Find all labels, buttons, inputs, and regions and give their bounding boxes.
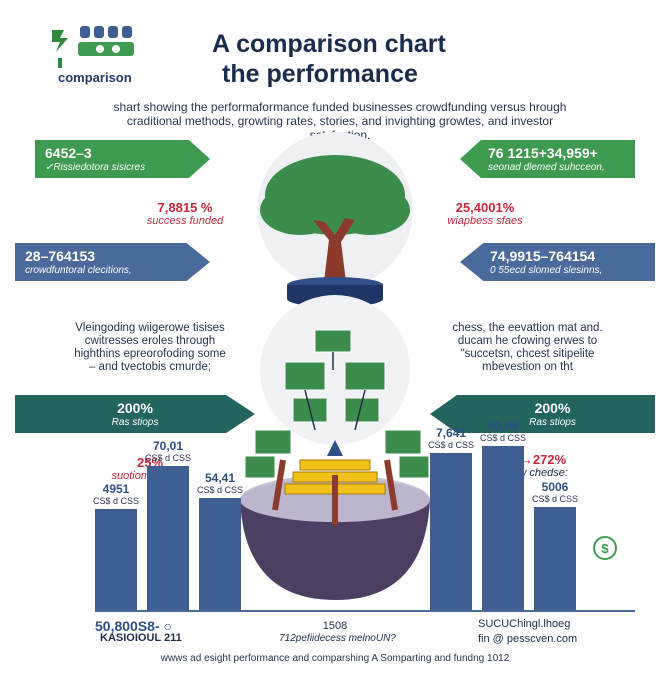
footer-right-line2: fin @ pesscven.com — [478, 633, 578, 645]
footer-center-value: 1508 — [322, 620, 348, 632]
left-stat-1-value: 6452–3 — [45, 145, 92, 161]
right-paragraph-line: "succetsn, chcest sitipelite — [460, 348, 595, 360]
right-paragraph-line: chess, the eevattion mat and. — [452, 322, 603, 334]
bar — [199, 498, 241, 610]
right-paragraph: chess, the eevattion mat and. ducam he c… — [430, 322, 625, 374]
right-stat-3-label: 0 55ecd slomed slesinns, — [490, 265, 603, 276]
footer-left-label: KASIOIOUL 211 — [100, 632, 182, 644]
right-stat-4: 200% Ras stiops — [430, 395, 655, 433]
left-stat-3-label: crowdfuntoral clecitions, — [25, 265, 132, 276]
left-stat-4-label: Ras stiops — [111, 417, 159, 428]
chart-baseline — [95, 610, 635, 612]
bar-sub-label: CS$ d CSS — [92, 495, 140, 506]
tree-illustration — [240, 132, 430, 600]
bar-sub-label: CS$ d CSS — [196, 485, 244, 496]
left-stat-3: 28–764153 crowdfuntoral clecitions, — [15, 243, 210, 281]
bar-value-label: 7,641 — [435, 426, 467, 441]
right-paragraph-line: ducam he cfowing erwes to — [457, 335, 598, 347]
bar — [147, 466, 189, 610]
svg-text:$: $ — [601, 541, 609, 556]
footer-center-label: 712pefiidecess melnoUN? — [279, 633, 396, 644]
footer-right-line1: SUCUChingl.lhoeg — [478, 618, 571, 630]
left-stat-2-label: success funded — [146, 215, 224, 227]
right-stat-1: 76 1215+34,959+ seonad dlemed suhcceon, — [460, 140, 635, 178]
right-stat-4-label: Ras stiops — [529, 417, 576, 428]
left-stat-5-value: 25% — [136, 455, 164, 470]
left-stat-3-value: 28–764153 — [25, 248, 96, 264]
right-paragraph-line: mbevestion on tht — [482, 361, 573, 373]
bar-value-label: 4951 — [102, 481, 130, 496]
bar-sub-label: CS$ d CSS — [479, 432, 527, 443]
left-stat-4-value: 200% — [117, 400, 153, 416]
left-paragraph-line: – and tvectobis cmurde; — [88, 361, 212, 373]
left-stat-2-value: 7,8815 % — [157, 200, 213, 215]
left-paragraph: Vleingoding wiigerowe tisises cwitresses… — [60, 322, 240, 374]
right-stat-2-value: 25,4001% — [455, 200, 515, 215]
bar-sub-label: CS$ d CSS — [427, 440, 475, 451]
bar — [95, 508, 137, 610]
bar — [430, 453, 472, 610]
right-stat-2-label: wiapbess sfaes — [447, 215, 523, 227]
left-paragraph-line: highthins epreorofoding some — [74, 348, 226, 360]
plant-logo-icon — [52, 26, 134, 68]
bar-value-label: 5006 — [541, 480, 569, 495]
bar — [534, 507, 576, 610]
bar-sub-label: CS$ d CSS — [531, 494, 579, 505]
page-title-line2: the performance — [222, 60, 418, 88]
bar-sub-label: CS$ d CSS — [144, 453, 192, 464]
left-stat-4: 200% Ras stiops — [15, 395, 255, 433]
bar-value-label: 80,09 — [487, 418, 519, 433]
right-stat-1-value: 76 1215+34,959+ — [488, 145, 598, 161]
page-title: A comparison chart — [212, 30, 446, 58]
left-paragraph-line: cwitresses eroles through — [84, 335, 216, 347]
logo-text: comparison — [58, 70, 132, 85]
left-stat-1: 6452–3 ✓Rissiedotora sisicres — [35, 140, 210, 178]
right-stat-2: 25,4001% wiapbess sfaes — [420, 200, 550, 227]
left-paragraph-line: Vleingoding wiigerowe tisises — [75, 322, 225, 334]
left-stat-2: 7,8815 % success funded — [120, 200, 250, 227]
left-stat-1-label: ✓Rissiedotora sisicres — [45, 162, 146, 173]
right-stat-1-label: seonad dlemed suhcceon, — [488, 162, 605, 173]
right-stat-3: 74,9915–764154 0 55ecd slomed slesinns, — [460, 243, 655, 281]
footer-left-value: 50,800S8- ○ — [95, 618, 172, 634]
right-stat-3-value: 74,9915–764154 — [490, 248, 596, 264]
bar-value-label: 70,01 — [152, 439, 184, 454]
footer-text: wwws ad esight performance and comparshi… — [160, 653, 510, 664]
right-stat-4-value: 200% — [534, 400, 571, 416]
bar — [482, 445, 524, 610]
bar-value-label: 54,41 — [204, 471, 236, 486]
dollar-circle-icon: $ — [593, 536, 617, 560]
